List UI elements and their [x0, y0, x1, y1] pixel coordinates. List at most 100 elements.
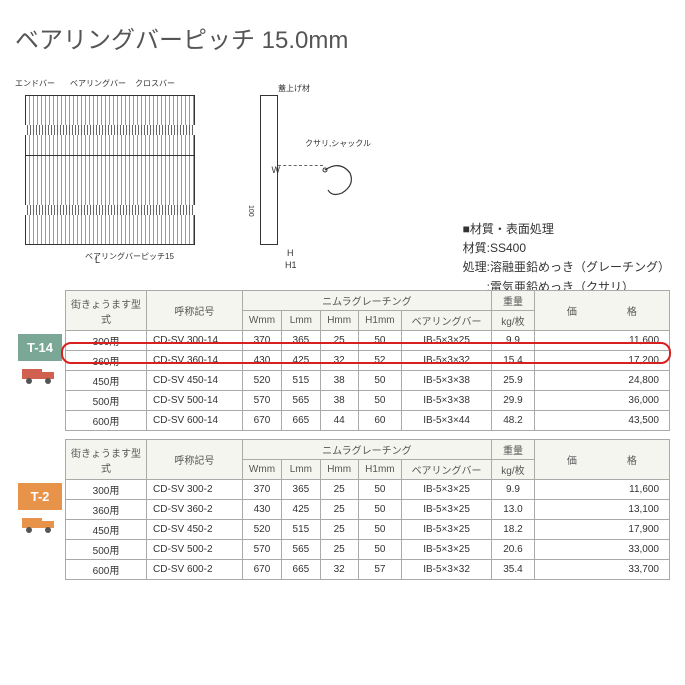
cell-bar: IB-5×3×25 [402, 331, 492, 351]
cell-w: 570 [242, 391, 282, 411]
cell-bar: IB-5×3×25 [402, 520, 492, 540]
cell-type: 450用 [66, 371, 147, 391]
th-price: 価 格 [534, 440, 669, 480]
cell-wt: 13.0 [492, 500, 535, 520]
th-code: 呼称記号 [147, 291, 243, 331]
cell-wt: 15.4 [492, 351, 535, 371]
cell-bar: IB-5×3×38 [402, 371, 492, 391]
cell-code: CD-SV 600-14 [147, 411, 243, 431]
cell-l: 365 [282, 331, 320, 351]
label-lip: 蓋上げ材 [278, 83, 310, 94]
cell-h: 44 [320, 411, 358, 431]
cell-code: CD-SV 360-14 [147, 351, 243, 371]
cell-w: 520 [242, 371, 282, 391]
th-lmm: Lmm [282, 311, 320, 331]
cell-w: 520 [242, 520, 282, 540]
cell-wt: 29.9 [492, 391, 535, 411]
dim-l: L [95, 255, 100, 265]
cell-type: 600用 [66, 411, 147, 431]
cell-h: 25 [320, 520, 358, 540]
cell-h1: 50 [358, 540, 401, 560]
cell-h: 25 [320, 500, 358, 520]
cell-h1: 50 [358, 371, 401, 391]
cell-h1: 52 [358, 351, 401, 371]
th-wmm: Wmm [242, 460, 282, 480]
cell-wt: 9.9 [492, 331, 535, 351]
spec-table: 街きょうます型式 呼称記号 ニムラグレーチング 重量 価 格Wmm Lmm Hm… [65, 290, 670, 431]
label-bearingbar: ベアリングバー [70, 78, 126, 89]
th-weight: 重量 [492, 440, 535, 460]
th-hmm: Hmm [320, 311, 358, 331]
cell-code: CD-SV 450-2 [147, 520, 243, 540]
cell-type: 450用 [66, 520, 147, 540]
cell-wt: 48.2 [492, 411, 535, 431]
cell-h: 25 [320, 540, 358, 560]
hook-icon [320, 155, 365, 205]
cell-type: 360用 [66, 351, 147, 371]
cell-bar: IB-5×3×25 [402, 540, 492, 560]
th-price: 価 格 [534, 291, 669, 331]
cell-w: 370 [242, 480, 282, 500]
cell-w: 430 [242, 500, 282, 520]
type-label-column: T-14 [15, 290, 65, 431]
cell-bar: IB-5×3×25 [402, 480, 492, 500]
cell-l: 565 [282, 540, 320, 560]
cell-l: 425 [282, 351, 320, 371]
cell-price: 11,600 [534, 480, 669, 500]
th-code: 呼称記号 [147, 440, 243, 480]
cell-h: 38 [320, 371, 358, 391]
th-machitype: 街きょうます型式 [66, 440, 147, 480]
cell-l: 365 [282, 480, 320, 500]
table-row: 450用 CD-SV 450-2 520 515 25 50 IB-5×3×25… [66, 520, 670, 540]
cell-type: 300用 [66, 331, 147, 351]
cell-h1: 50 [358, 480, 401, 500]
truck-icon [18, 510, 62, 536]
material-info: ■材質・表面処理 材質:SS400 処理:溶融亜鉛めっき（グレーチング） :電気… [463, 220, 670, 297]
diagram-area: エンドバー ベアリングバー クロスバー ベアリングバーピッチ15 L 蓋上げ材 … [15, 80, 670, 260]
material-line: 材質:SS400 [463, 239, 670, 258]
cell-code: CD-SV 360-2 [147, 500, 243, 520]
cell-wt: 25.9 [492, 371, 535, 391]
cell-h: 38 [320, 391, 358, 411]
cell-w: 670 [242, 411, 282, 431]
cell-h: 32 [320, 560, 358, 580]
cell-bar: IB-5×3×25 [402, 500, 492, 520]
table-row: 500用 CD-SV 500-14 570 565 38 50 IB-5×3×3… [66, 391, 670, 411]
cell-price: 43,500 [534, 411, 669, 431]
cell-price: 13,100 [534, 500, 669, 520]
cell-h1: 50 [358, 391, 401, 411]
side-diagram: 蓋上げ材 W 100 クサリ,シャックル H H1 [245, 80, 375, 260]
th-h1mm: H1mm [358, 460, 401, 480]
spec-table: 街きょうます型式 呼称記号 ニムラグレーチング 重量 価 格Wmm Lmm Hm… [65, 439, 670, 580]
tables-container: T-14街きょうます型式 呼称記号 ニムラグレーチング 重量 価 格Wmm Lm… [15, 290, 670, 580]
cell-bar: IB-5×3×32 [402, 351, 492, 371]
cell-code: CD-SV 600-2 [147, 560, 243, 580]
dim-h: H [287, 248, 294, 258]
table-row: 500用 CD-SV 500-2 570 565 25 50 IB-5×3×25… [66, 540, 670, 560]
cell-price: 33,000 [534, 540, 669, 560]
table-row: 360用 CD-SV 360-14 430 425 32 52 IB-5×3×3… [66, 351, 670, 371]
th-weightunit: kg/枚 [492, 311, 535, 331]
cell-w: 670 [242, 560, 282, 580]
label-endbar: エンドバー [15, 78, 55, 89]
label-crossbar: クロスバー [135, 78, 175, 89]
th-hmm: Hmm [320, 460, 358, 480]
table-block: T-2街きょうます型式 呼称記号 ニムラグレーチング 重量 価 格Wmm Lmm… [15, 439, 670, 580]
cell-h1: 57 [358, 560, 401, 580]
cell-l: 425 [282, 500, 320, 520]
th-nimura: ニムラグレーチング [242, 291, 491, 311]
cell-type: 500用 [66, 391, 147, 411]
dim-100: 100 [247, 205, 254, 217]
cell-h1: 50 [358, 520, 401, 540]
table-row: 600用 CD-SV 600-2 670 665 32 57 IB-5×3×32… [66, 560, 670, 580]
cell-l: 565 [282, 391, 320, 411]
cell-code: CD-SV 500-2 [147, 540, 243, 560]
cell-type: 500用 [66, 540, 147, 560]
grating-diagram: エンドバー ベアリングバー クロスバー ベアリングバーピッチ15 L [15, 80, 235, 260]
th-lmm: Lmm [282, 460, 320, 480]
th-weight: 重量 [492, 291, 535, 311]
cell-code: CD-SV 300-2 [147, 480, 243, 500]
cell-price: 17,900 [534, 520, 669, 540]
cell-l: 665 [282, 560, 320, 580]
cell-wt: 9.9 [492, 480, 535, 500]
